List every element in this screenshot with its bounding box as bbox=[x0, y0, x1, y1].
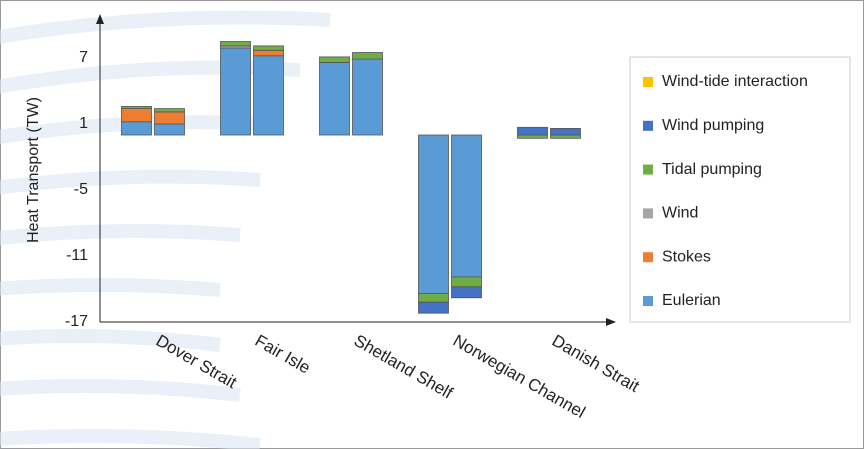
legend-swatch bbox=[643, 77, 653, 87]
bar-segment bbox=[451, 276, 482, 288]
bar-segment bbox=[220, 47, 251, 136]
bar-segment bbox=[418, 134, 449, 294]
legend-label: Tidal pumping bbox=[662, 161, 762, 178]
bar-segment bbox=[451, 286, 482, 299]
bar-segment bbox=[121, 121, 152, 136]
bar-segment bbox=[418, 292, 449, 303]
bar-segment bbox=[253, 45, 284, 51]
legend-label: Wind-tide interaction bbox=[662, 73, 808, 90]
legend-swatch bbox=[643, 164, 653, 175]
legend-label: Wind pumping bbox=[662, 117, 764, 134]
bar-segment bbox=[319, 56, 350, 63]
y-axis-label: Heat Transport (TW) bbox=[25, 97, 42, 243]
bar-segment bbox=[253, 55, 284, 136]
legend-swatch bbox=[643, 120, 653, 131]
bar-segment bbox=[451, 134, 482, 278]
legend-box bbox=[629, 56, 851, 323]
bar-segment bbox=[319, 62, 350, 136]
legend-swatch bbox=[643, 208, 653, 219]
x-axis-arrow bbox=[606, 318, 616, 326]
bar-segment bbox=[253, 49, 284, 57]
bar-segment bbox=[154, 108, 185, 113]
y-axis-arrow bbox=[96, 14, 104, 24]
y-tick-label: -5 bbox=[74, 181, 88, 198]
legend-label: Wind bbox=[662, 205, 698, 222]
bar-segment bbox=[418, 301, 449, 314]
bar-segment bbox=[352, 52, 383, 60]
legend-label: Eulerian bbox=[662, 292, 721, 309]
legend-swatch bbox=[643, 252, 653, 263]
bar-segment bbox=[550, 127, 581, 136]
y-tick-label: 1 bbox=[79, 115, 88, 132]
legend-swatch bbox=[643, 296, 653, 306]
bar-segment bbox=[517, 134, 548, 139]
y-tick-label: 7 bbox=[79, 49, 88, 66]
bar-segment bbox=[154, 123, 185, 136]
bar-segment bbox=[517, 126, 548, 136]
y-tick-label: -17 bbox=[65, 313, 88, 330]
bar-segment bbox=[550, 134, 581, 139]
bar-segment bbox=[121, 106, 152, 110]
bar-segment bbox=[220, 41, 251, 47]
y-tick-label: -11 bbox=[66, 247, 88, 264]
bar-segment bbox=[352, 58, 383, 136]
legend-label: Stokes bbox=[662, 248, 711, 265]
bar-segment bbox=[154, 111, 185, 125]
bar-segment bbox=[121, 108, 152, 123]
